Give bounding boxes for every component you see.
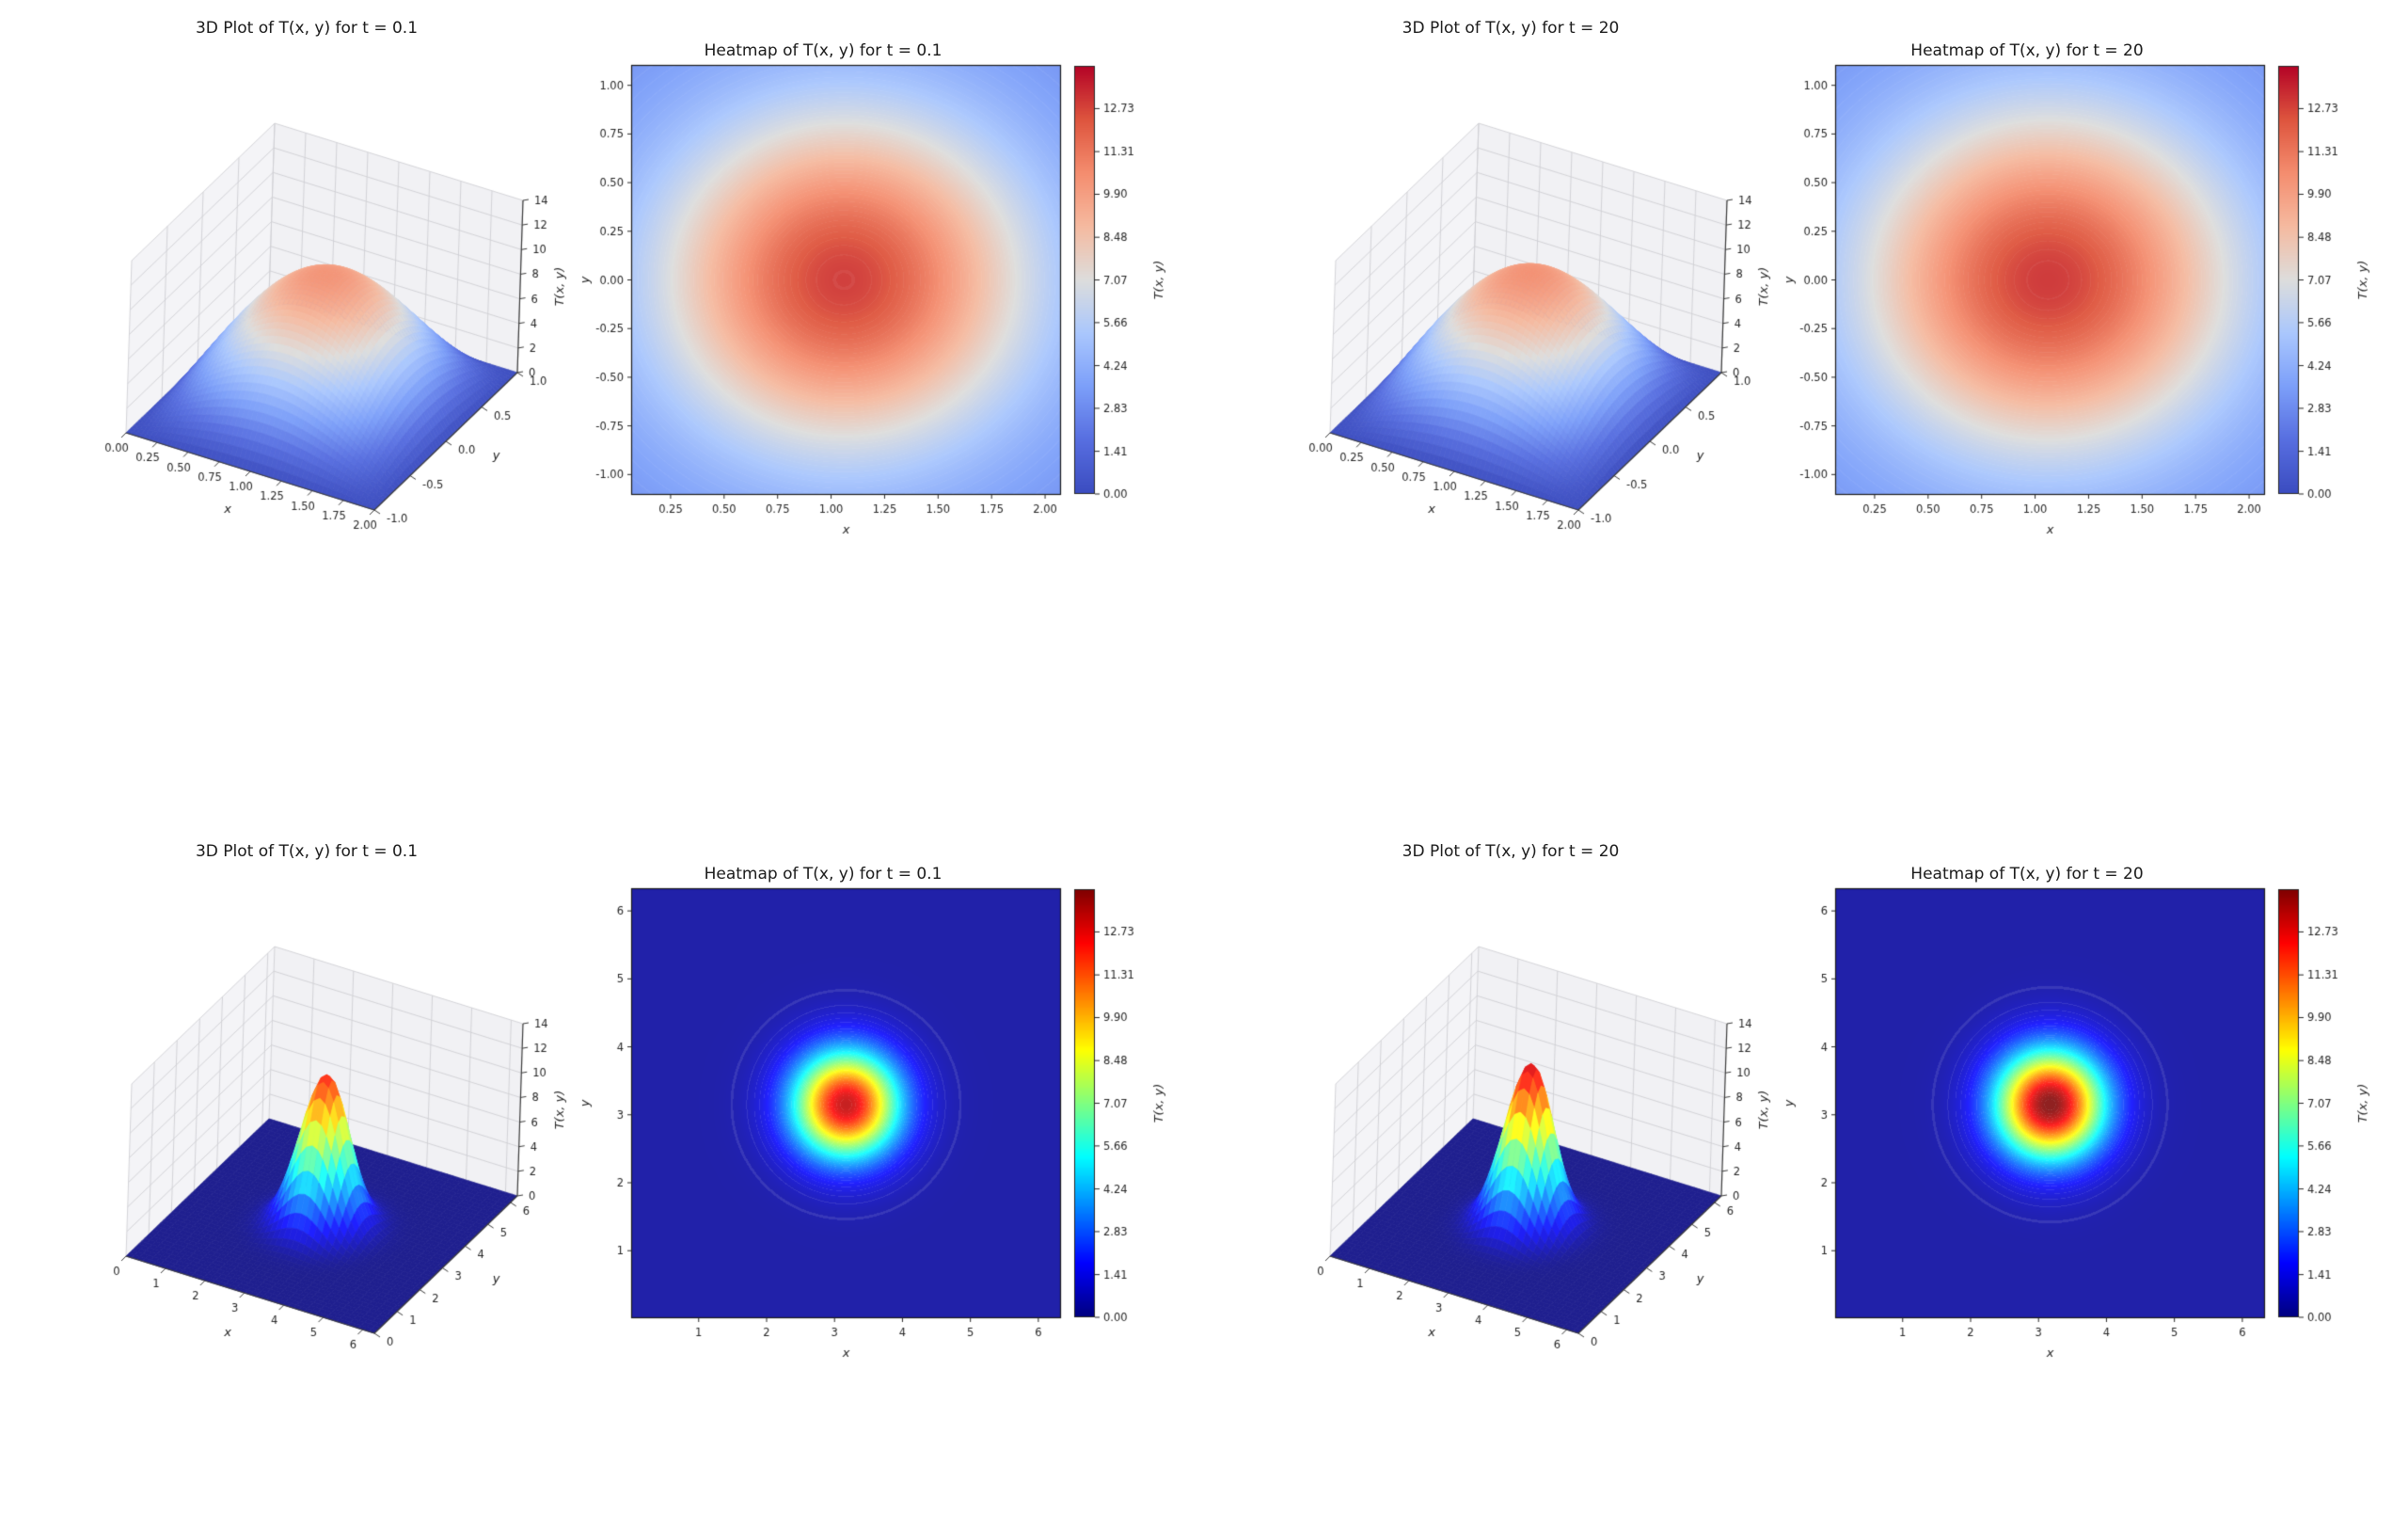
plot3d-title: 3D Plot of T(x, y) for t = 20	[1402, 19, 1620, 38]
subplot-group-top-left: 3D Plot of T(x, y) for t = 0.1 Heatmap o…	[0, 0, 1204, 690]
heatmap-canvas	[574, 55, 1072, 553]
heatmap-canvas	[574, 878, 1072, 1377]
surface-3d-canvas	[15, 34, 598, 561]
plot3d-title: 3D Plot of T(x, y) for t = 0.1	[195, 842, 419, 861]
plot3d-title: 3D Plot of T(x, y) for t = 0.1	[195, 19, 419, 38]
surface-3d-canvas	[15, 857, 598, 1384]
subplot-group-bottom-right: 3D Plot of T(x, y) for t = 20 Heatmap of…	[1204, 823, 2408, 1513]
surface-3d-canvas	[1219, 857, 1802, 1384]
colorbar-canvas	[1072, 878, 1185, 1377]
matplotlib-figure: { "figure": {"background": "#ffffff"}, "…	[0, 0, 2408, 1384]
colorbar-canvas	[2276, 55, 2389, 553]
subplot-group-bottom-left: 3D Plot of T(x, y) for t = 0.1 Heatmap o…	[0, 823, 1204, 1513]
heatmap-canvas	[1778, 878, 2276, 1377]
colorbar-canvas	[1072, 55, 1185, 553]
colorbar-canvas	[2276, 878, 2389, 1377]
heatmap-canvas	[1778, 55, 2276, 553]
plot3d-title: 3D Plot of T(x, y) for t = 20	[1402, 842, 1620, 861]
subplot-group-top-right: 3D Plot of T(x, y) for t = 20 Heatmap of…	[1204, 0, 2408, 690]
surface-3d-canvas	[1219, 34, 1802, 561]
